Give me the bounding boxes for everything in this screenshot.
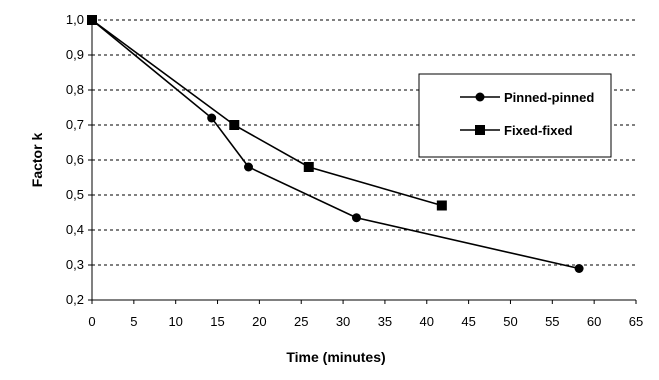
grid-layer: [92, 19, 636, 266]
x-tick-label: 50: [503, 314, 517, 329]
y-tick-label: 1,0: [66, 12, 84, 27]
data-point-circle: [244, 162, 254, 172]
data-point-square: [87, 15, 97, 25]
data-point-square: [303, 162, 314, 172]
legend-marker-square: [475, 125, 485, 135]
y-tick-label: 0,3: [66, 257, 84, 272]
y-tick-label: 0,5: [66, 187, 84, 202]
x-tick-label: 0: [88, 314, 95, 329]
x-tick-label: 55: [545, 314, 559, 329]
y-tick-label: 0,6: [66, 152, 84, 167]
legend-marker-circle: [475, 92, 485, 102]
series-line-fixed-fixed: [91, 19, 443, 207]
x-tick-label: 35: [378, 314, 392, 329]
x-axis-title: Time (minutes): [286, 349, 385, 365]
x-tick-label: 40: [420, 314, 434, 329]
data-point-circle: [574, 264, 584, 273]
data-point-circle: [351, 213, 361, 223]
data-point-circle: [207, 113, 217, 123]
x-tick-label: 20: [252, 314, 266, 329]
series-layer: [87, 15, 584, 273]
x-tick-label: 45: [461, 314, 475, 329]
data-point-square: [436, 200, 447, 211]
legend-box: [418, 73, 612, 158]
y-tick-label: 0,8: [66, 82, 84, 97]
axis-layer: 0,2 0,3 0,4 0,5 0,6 0,7 0,8 0,9 1,0 0 5 10 15 20 25 30 3…: [66, 12, 643, 329]
legend: Pinned-pinned Fixed-fixed: [418, 73, 612, 158]
x-tick-label: 15: [210, 314, 224, 329]
x-tick-label: 5: [130, 314, 137, 329]
x-tick-label: 60: [587, 314, 601, 329]
x-tick-label: 65: [629, 314, 643, 329]
y-tick-label: 0,4: [66, 222, 84, 237]
legend-label: Fixed-fixed: [504, 123, 573, 138]
y-tick-label: 0,9: [66, 47, 84, 62]
y-tick-label: 0,7: [66, 117, 84, 132]
legend-label: Pinned-pinned: [504, 90, 594, 105]
x-tick-label: 25: [294, 314, 308, 329]
y-tick-label: 0,2: [66, 292, 84, 307]
x-tick-label: 30: [336, 314, 350, 329]
data-point-square: [229, 120, 240, 130]
x-tick-label: 10: [168, 314, 182, 329]
y-axis-title: Factor k: [29, 133, 45, 188]
